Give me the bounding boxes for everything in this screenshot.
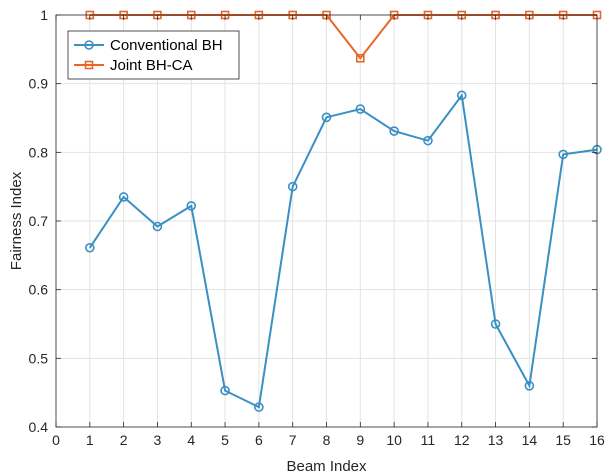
y-tick-label: 1 <box>40 7 48 23</box>
x-axis-label: Beam Index <box>286 458 367 475</box>
x-tick-label: 15 <box>555 432 571 448</box>
x-tick-label: 11 <box>421 432 436 448</box>
legend-label: Conventional BH <box>110 37 223 54</box>
x-tick-label: 14 <box>522 432 538 448</box>
y-tick-label: 0.4 <box>29 419 49 435</box>
y-axis-label: Fairness Index <box>8 171 25 270</box>
y-tick-label: 0.6 <box>29 282 49 298</box>
x-tick-label: 9 <box>356 432 364 448</box>
x-tick-label: 4 <box>187 432 195 448</box>
x-tick-label: 12 <box>454 432 470 448</box>
x-tick-label: 8 <box>323 432 331 448</box>
x-tick-label: 13 <box>488 432 504 448</box>
x-tick-label: 1 <box>86 432 94 448</box>
legend: Conventional BH Joint BH-CA <box>68 31 239 79</box>
legend-label: Joint BH-CA <box>110 57 193 74</box>
x-tick-label: 0 <box>52 432 60 448</box>
x-tick-label: 2 <box>120 432 128 448</box>
x-tick-label: 10 <box>386 432 402 448</box>
x-tick-label: 3 <box>154 432 162 448</box>
x-tick-label: 7 <box>289 432 297 448</box>
y-tick-label: 0.9 <box>29 76 49 92</box>
x-tick-label: 6 <box>255 432 263 448</box>
y-tick-label: 0.7 <box>29 213 49 229</box>
y-tick-label: 0.5 <box>29 350 49 366</box>
x-tick-label: 5 <box>221 432 229 448</box>
x-tick-label: 16 <box>589 432 605 448</box>
y-tick-label: 0.8 <box>29 144 49 160</box>
